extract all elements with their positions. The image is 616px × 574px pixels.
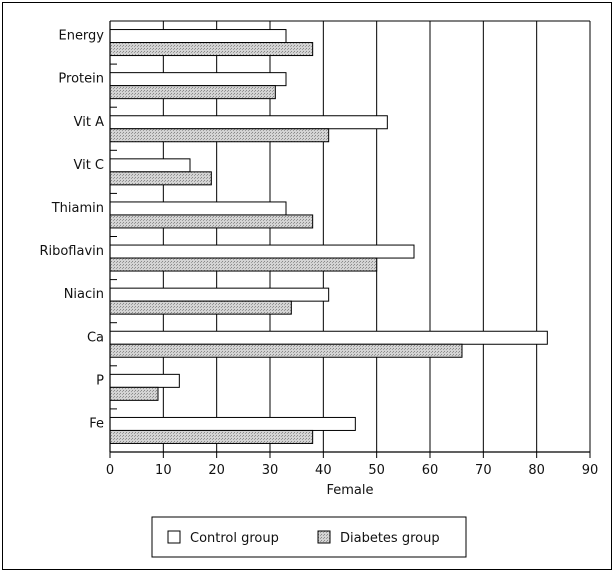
bar-niacin-diabetes [109, 300, 292, 315]
legend-label-control: Control group [190, 531, 279, 546]
x-tick-labels: 0 10 20 30 40 50 60 70 80 90 [106, 463, 598, 478]
bar-thiamin-control [109, 201, 287, 216]
category-label-vit-c: Vit C [73, 158, 104, 173]
category-labels: Energy Protein Vit A Vit C Thiamin Riboflavin… [39, 29, 104, 432]
x-tick-label-90: 90 [582, 463, 599, 478]
bar-energy-diabetes [109, 42, 314, 57]
x-axis-title: Female [326, 483, 373, 498]
legend: Control group Diabetes group [151, 516, 467, 558]
x-tick-label-50: 50 [368, 463, 385, 478]
x-tick-label-20: 20 [208, 463, 225, 478]
x-tick-label-10: 10 [155, 463, 172, 478]
category-label-riboflavin: Riboflavin [39, 244, 104, 259]
bar-thiamin-diabetes [109, 214, 314, 229]
legend-swatch-control [167, 530, 181, 544]
bar-vit-c-control [109, 158, 191, 173]
bar-p-diabetes [109, 386, 159, 401]
bar-vit-c-diabetes [109, 171, 212, 186]
category-label-niacin: Niacin [64, 287, 104, 302]
x-tick-label-60: 60 [422, 463, 439, 478]
bars [109, 29, 548, 444]
axes [109, 20, 591, 458]
x-tick-label-80: 80 [528, 463, 545, 478]
bar-niacin-control [109, 287, 330, 302]
x-tick-label-40: 40 [315, 463, 332, 478]
bar-protein-diabetes [109, 85, 276, 100]
category-label-ca: Ca [87, 330, 104, 345]
bar-riboflavin-control [109, 244, 415, 259]
bar-ca-diabetes [109, 343, 463, 358]
category-label-p: P [96, 373, 104, 388]
x-tick-label-70: 70 [475, 463, 492, 478]
category-label-protein: Protein [58, 72, 104, 87]
legend-box [151, 516, 467, 558]
legend-swatch-diabetes [317, 530, 331, 544]
category-label-energy: Energy [58, 29, 104, 44]
category-label-vit-a: Vit A [74, 115, 104, 130]
bar-ca-control [109, 330, 548, 345]
bar-energy-control [109, 29, 287, 44]
bar-vit-a-diabetes [109, 128, 330, 143]
bar-vit-a-control [109, 115, 388, 130]
category-label-fe: Fe [89, 416, 104, 431]
category-label-thiamin: Thiamin [51, 201, 104, 216]
x-tick-label-0: 0 [106, 463, 114, 478]
bar-p-control [109, 373, 180, 388]
legend-label-diabetes: Diabetes group [340, 531, 440, 546]
chart-frame [2, 2, 612, 570]
bar-fe-control [109, 416, 356, 431]
x-tick-label-30: 30 [262, 463, 279, 478]
bar-protein-control [109, 72, 287, 87]
bar-fe-diabetes [109, 429, 314, 444]
bar-riboflavin-diabetes [109, 257, 378, 272]
